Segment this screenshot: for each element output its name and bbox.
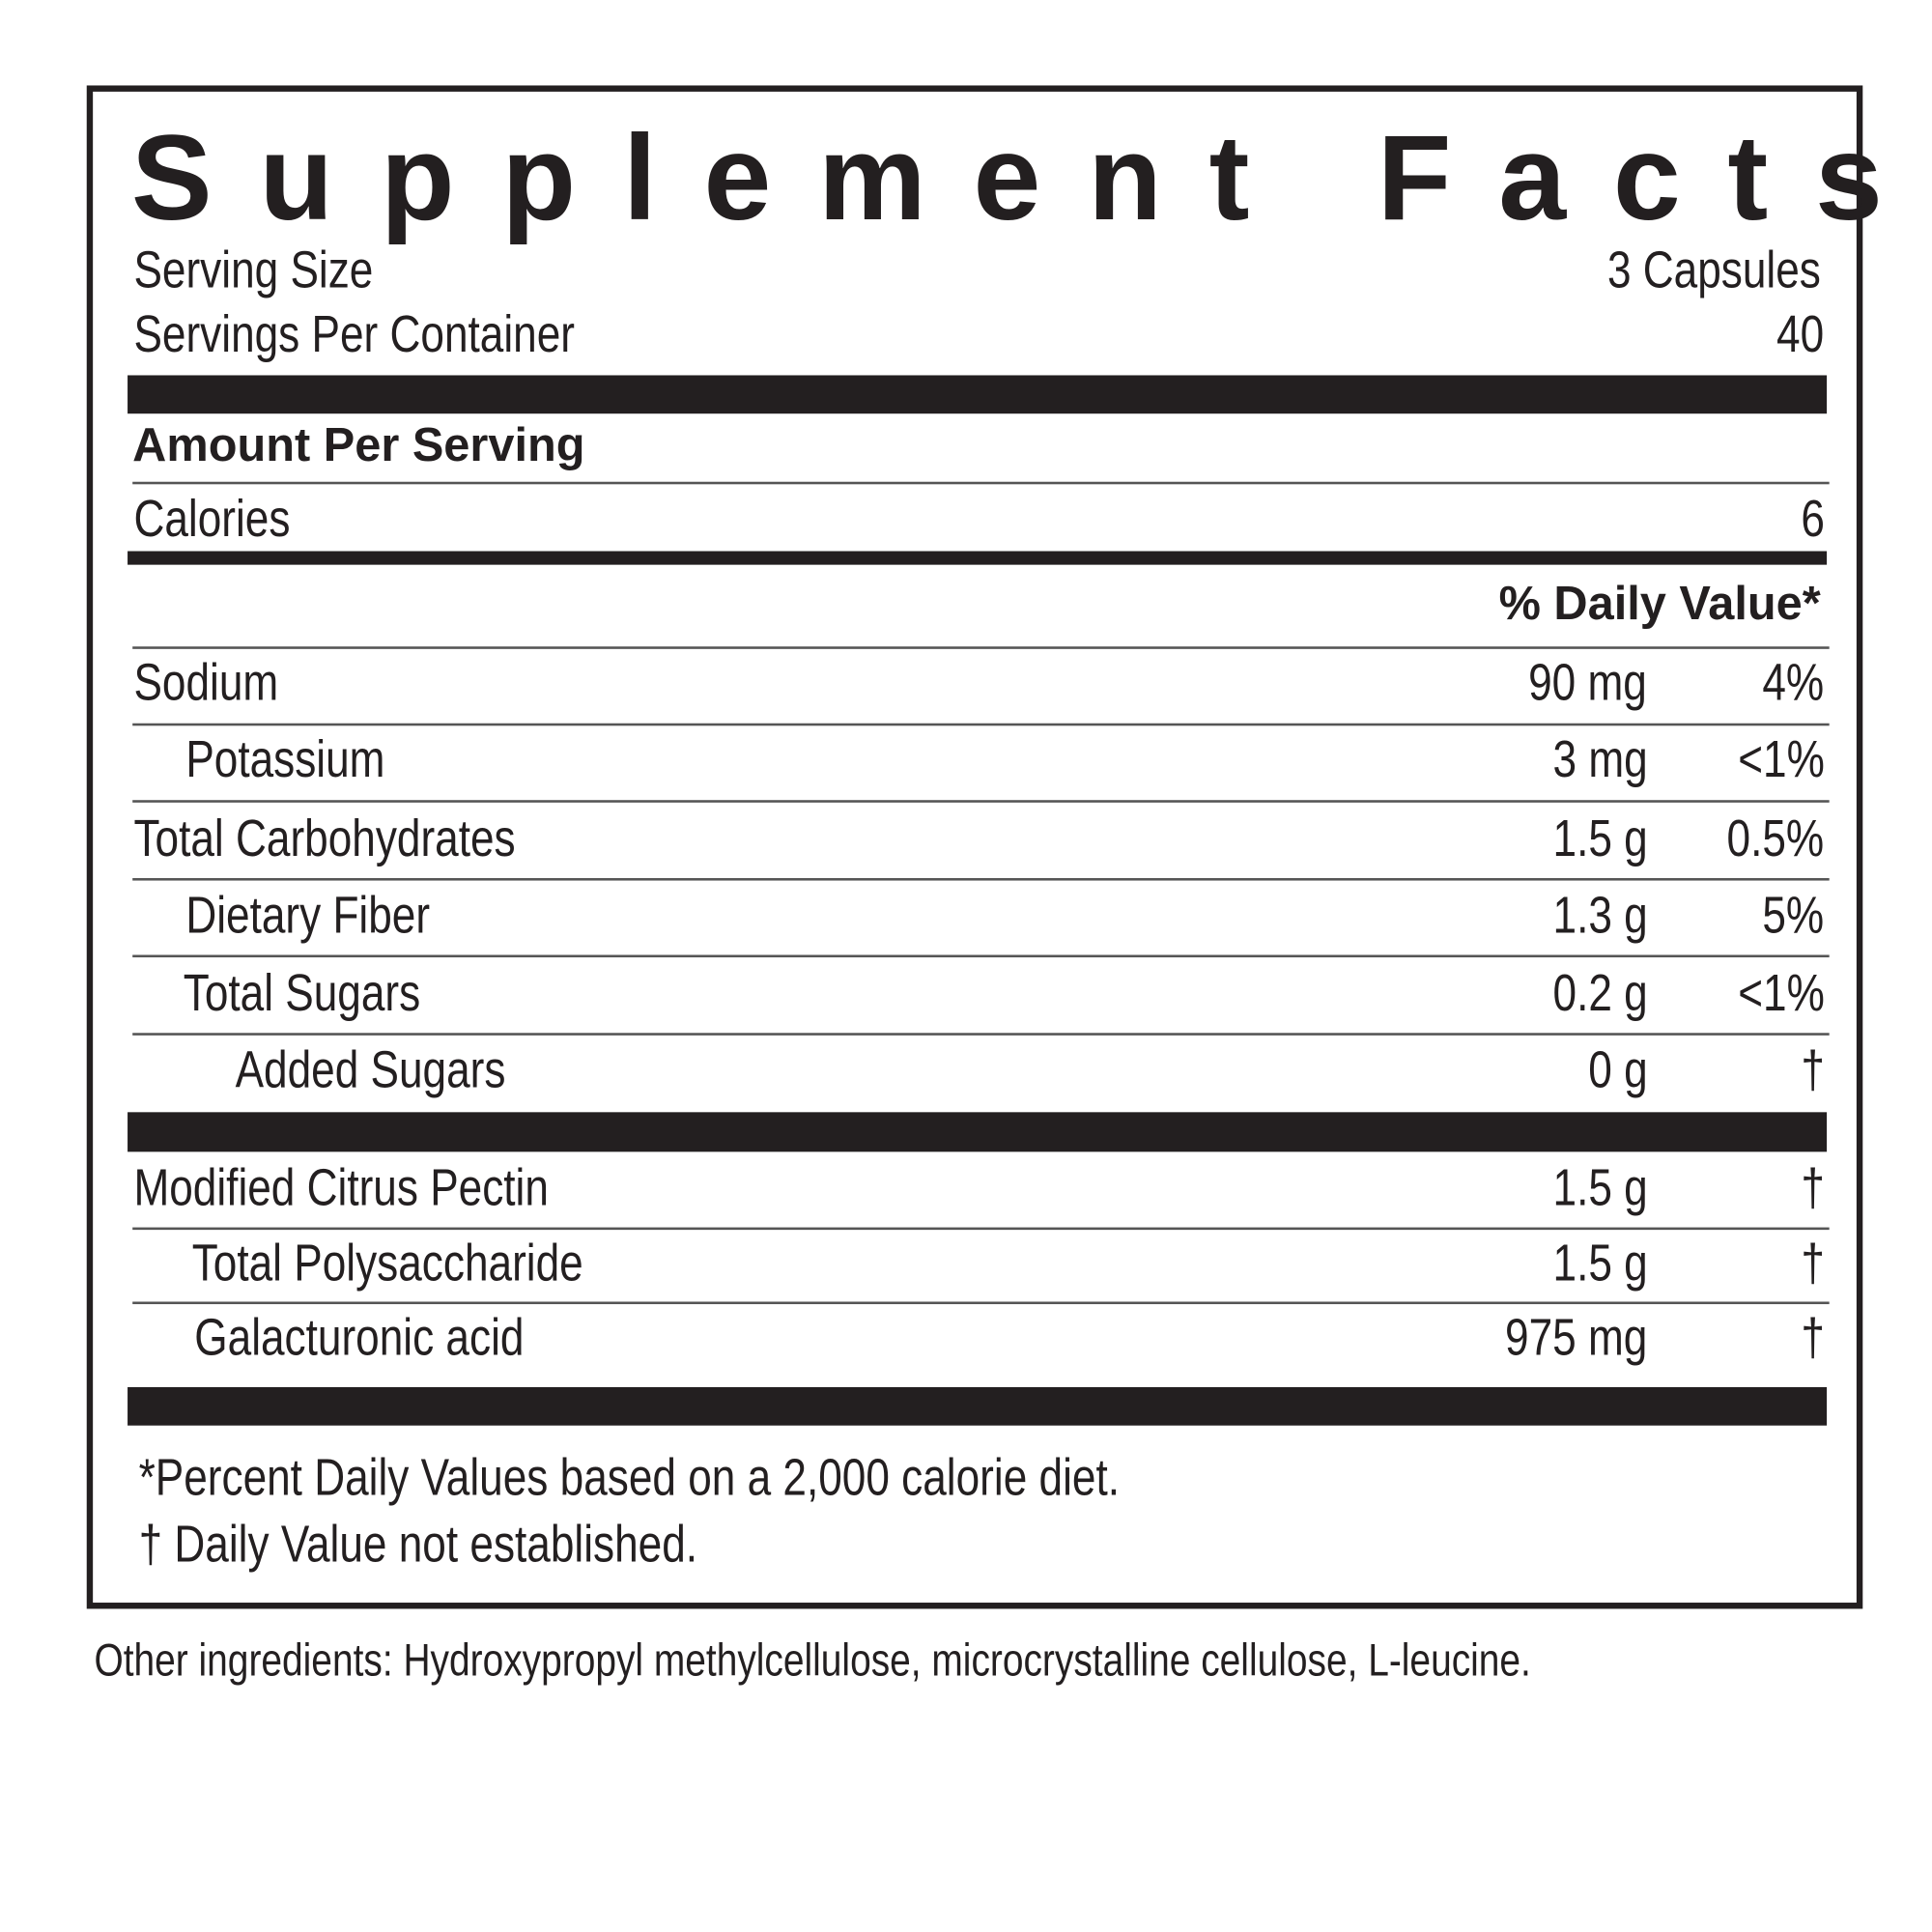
divider: [132, 723, 1830, 725]
nutrient-name: Sodium: [133, 652, 279, 711]
calories-label: Calories: [133, 489, 291, 548]
nutrient-amount: 975 mg: [1504, 1307, 1648, 1367]
nutrient-name: Potassium: [185, 729, 385, 788]
nutrient-name: Total Polysaccharide: [191, 1233, 583, 1293]
daily-value-header: % Daily Value*: [1498, 578, 1821, 631]
divider: [132, 1301, 1830, 1304]
divider: [132, 1227, 1830, 1230]
nutrient-name: Total Sugars: [183, 963, 421, 1022]
footnote-daily-values: *Percent Daily Values based on a 2,000 c…: [138, 1447, 1120, 1507]
nutrient-amount: 1.5 g: [1551, 1157, 1648, 1217]
nutrient-name: Dietary Fiber: [185, 885, 431, 944]
divider: [132, 954, 1830, 957]
nutrient-name: Added Sugars: [235, 1039, 506, 1099]
serving-size-label: Serving Size: [133, 240, 374, 298]
nutrient-amount: 1.5 g: [1551, 1233, 1648, 1293]
serving-size-value: 3 Capsules: [1606, 240, 1821, 298]
other-ingredients: Other ingredients: Hydroxypropyl methylc…: [94, 1634, 1531, 1686]
nutrient-amount: 3 mg: [1552, 729, 1648, 788]
divider: [132, 878, 1830, 880]
divider-thick: [128, 375, 1828, 414]
nutrient-daily-value: †: [1800, 1233, 1825, 1293]
servings-per-container-label: Servings Per Container: [133, 304, 575, 363]
nutrient-amount: 90 mg: [1528, 652, 1648, 711]
nutrient-daily-value: 4%: [1762, 652, 1825, 711]
nutrient-daily-value: <1%: [1737, 729, 1825, 788]
label-border: [86, 85, 1863, 1609]
nutrient-daily-value: †: [1800, 1039, 1825, 1099]
nutrient-name: Modified Citrus Pectin: [133, 1157, 549, 1217]
nutrient-amount: 1.5 g: [1551, 809, 1648, 867]
nutrient-daily-value: <1%: [1737, 963, 1825, 1022]
calories-value: 6: [1800, 489, 1825, 548]
amount-per-serving-heading: Amount Per Serving: [132, 419, 585, 472]
divider: [132, 800, 1830, 803]
divider-medium: [128, 551, 1828, 565]
nutrient-name: Total Carbohydrates: [133, 809, 516, 867]
nutrient-daily-value: †: [1800, 1307, 1825, 1367]
nutrient-amount: 1.3 g: [1551, 885, 1648, 944]
nutrient-name: Galacturonic acid: [194, 1307, 525, 1367]
nutrient-daily-value: †: [1800, 1157, 1825, 1217]
nutrient-daily-value: 0.5%: [1726, 809, 1825, 867]
divider: [132, 646, 1830, 649]
divider-thick: [128, 1386, 1828, 1426]
footnote-dagger: † Daily Value not established.: [138, 1515, 698, 1574]
divider-thick: [128, 1112, 1828, 1152]
label-title: Supplement Facts: [130, 108, 1930, 245]
nutrient-daily-value: 5%: [1762, 885, 1825, 944]
nutrient-amount: 0.2 g: [1551, 963, 1648, 1022]
divider: [132, 481, 1830, 484]
nutrient-amount: 0 g: [1587, 1039, 1648, 1099]
divider: [132, 1033, 1830, 1036]
servings-per-container-value: 40: [1776, 304, 1825, 363]
